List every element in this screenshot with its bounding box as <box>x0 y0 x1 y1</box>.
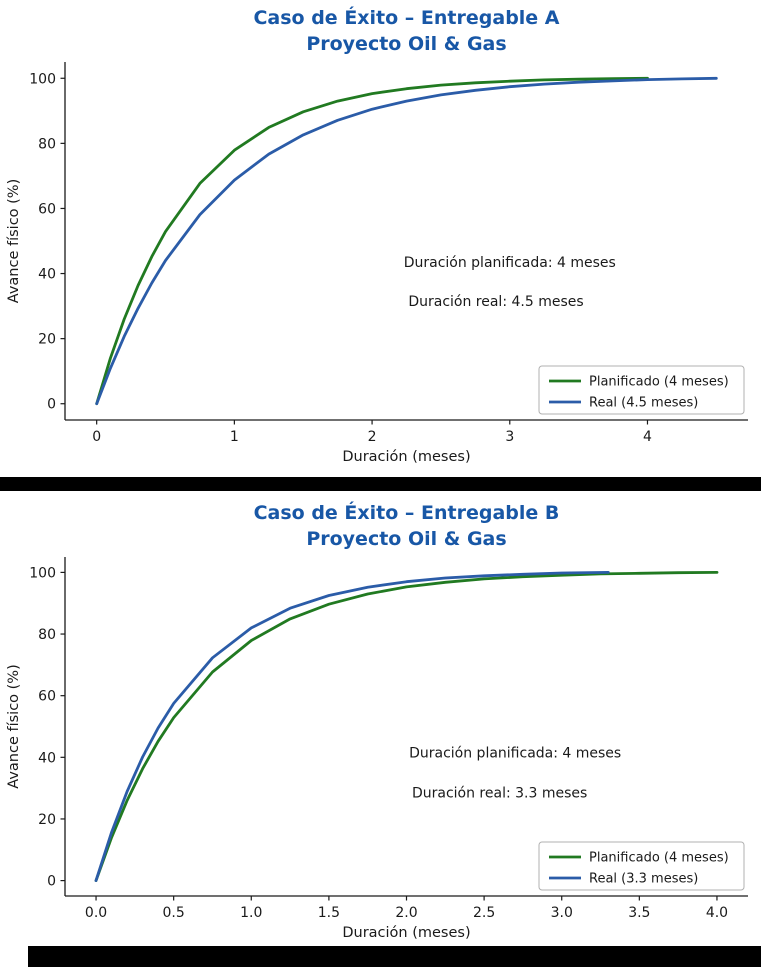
series-line-planificado <box>94 571 719 882</box>
annotation-text: Duración real: 3.3 meses <box>412 785 587 801</box>
y-tick-label: 80 <box>38 136 56 152</box>
chart-b-plot: 0.0 0.5 1.0 1.5 2.0 2.5 3.0 3.5 4.0 0 20 40 60 80 100 D… <box>6 557 748 941</box>
y-tick-label: 0 <box>47 397 56 413</box>
x-tick-label: 1 <box>230 429 239 445</box>
chart-a-title-line2: Proyecto Oil & Gas <box>306 33 507 55</box>
x-tick-label: 4 <box>643 429 652 445</box>
x-tick-label: 3.0 <box>551 905 573 921</box>
x-tick-label: 1.5 <box>318 905 340 921</box>
legend-box <box>538 841 745 891</box>
x-axis-label: Duración (meses) <box>342 449 470 465</box>
y-tick-label: 20 <box>38 812 56 828</box>
y-tick-label: 80 <box>38 627 56 643</box>
annotation-text: Duración planificada: 4 meses <box>404 255 616 271</box>
series-line-real <box>95 76 718 406</box>
annotation-text: Duración real: 4.5 meses <box>408 294 583 310</box>
legend-label-planificado: Planificado (4 meses) <box>589 375 729 390</box>
y-tick-label: 40 <box>38 267 56 283</box>
series-line-planificado <box>95 76 649 406</box>
legend-box <box>538 365 745 415</box>
y-tick-label: 60 <box>38 201 56 217</box>
y-tick-label: 40 <box>38 750 56 766</box>
x-axis-label: Duración (meses) <box>342 925 470 941</box>
chart-a-title-line1: Caso de Éxito – Entregable A <box>253 7 560 29</box>
chart-b-title: Caso de Éxito – Entregable B Proyecto Oi… <box>65 500 748 552</box>
black-bottom-bar <box>28 946 761 967</box>
chart-b-title-line2: Proyecto Oil & Gas <box>306 528 507 550</box>
y-tick-label: 0 <box>47 874 56 890</box>
x-tick-label: 1.0 <box>240 905 262 921</box>
x-tick-label: 3 <box>505 429 514 445</box>
legend-label-real: Real (4.5 meses) <box>589 396 698 411</box>
chart-b-figure: Caso de Éxito – Entregable B Proyecto Oi… <box>0 491 761 945</box>
x-tick-label: 4.0 <box>706 905 728 921</box>
annotation-text: Duración planificada: 4 meses <box>409 745 621 761</box>
series-line-real <box>94 571 610 882</box>
legend-label-real: Real (3.3 meses) <box>589 872 698 887</box>
x-tick-label: 3.5 <box>628 905 650 921</box>
x-tick-label: 2 <box>368 429 377 445</box>
legend-label-planificado: Planificado (4 meses) <box>589 851 729 866</box>
chart-a-figure: Caso de Éxito – Entregable A Proyecto Oi… <box>0 0 761 478</box>
y-tick-label: 100 <box>29 71 56 87</box>
x-tick-label: 0.5 <box>163 905 185 921</box>
x-tick-label: 2.0 <box>395 905 417 921</box>
y-axis-label: Avance físico (%) <box>6 664 22 789</box>
black-separator-bar <box>0 477 761 491</box>
y-tick-label: 20 <box>38 332 56 348</box>
y-tick-label: 60 <box>38 689 56 705</box>
x-tick-label: 2.5 <box>473 905 495 921</box>
x-tick-label: 0 <box>92 429 101 445</box>
y-tick-label: 100 <box>29 565 56 581</box>
y-axis-label: Avance físico (%) <box>6 179 22 304</box>
chart-b-title-line1: Caso de Éxito – Entregable B <box>253 502 560 524</box>
x-tick-label: 0.0 <box>85 905 107 921</box>
chart-a-title: Caso de Éxito – Entregable A Proyecto Oi… <box>65 5 748 57</box>
